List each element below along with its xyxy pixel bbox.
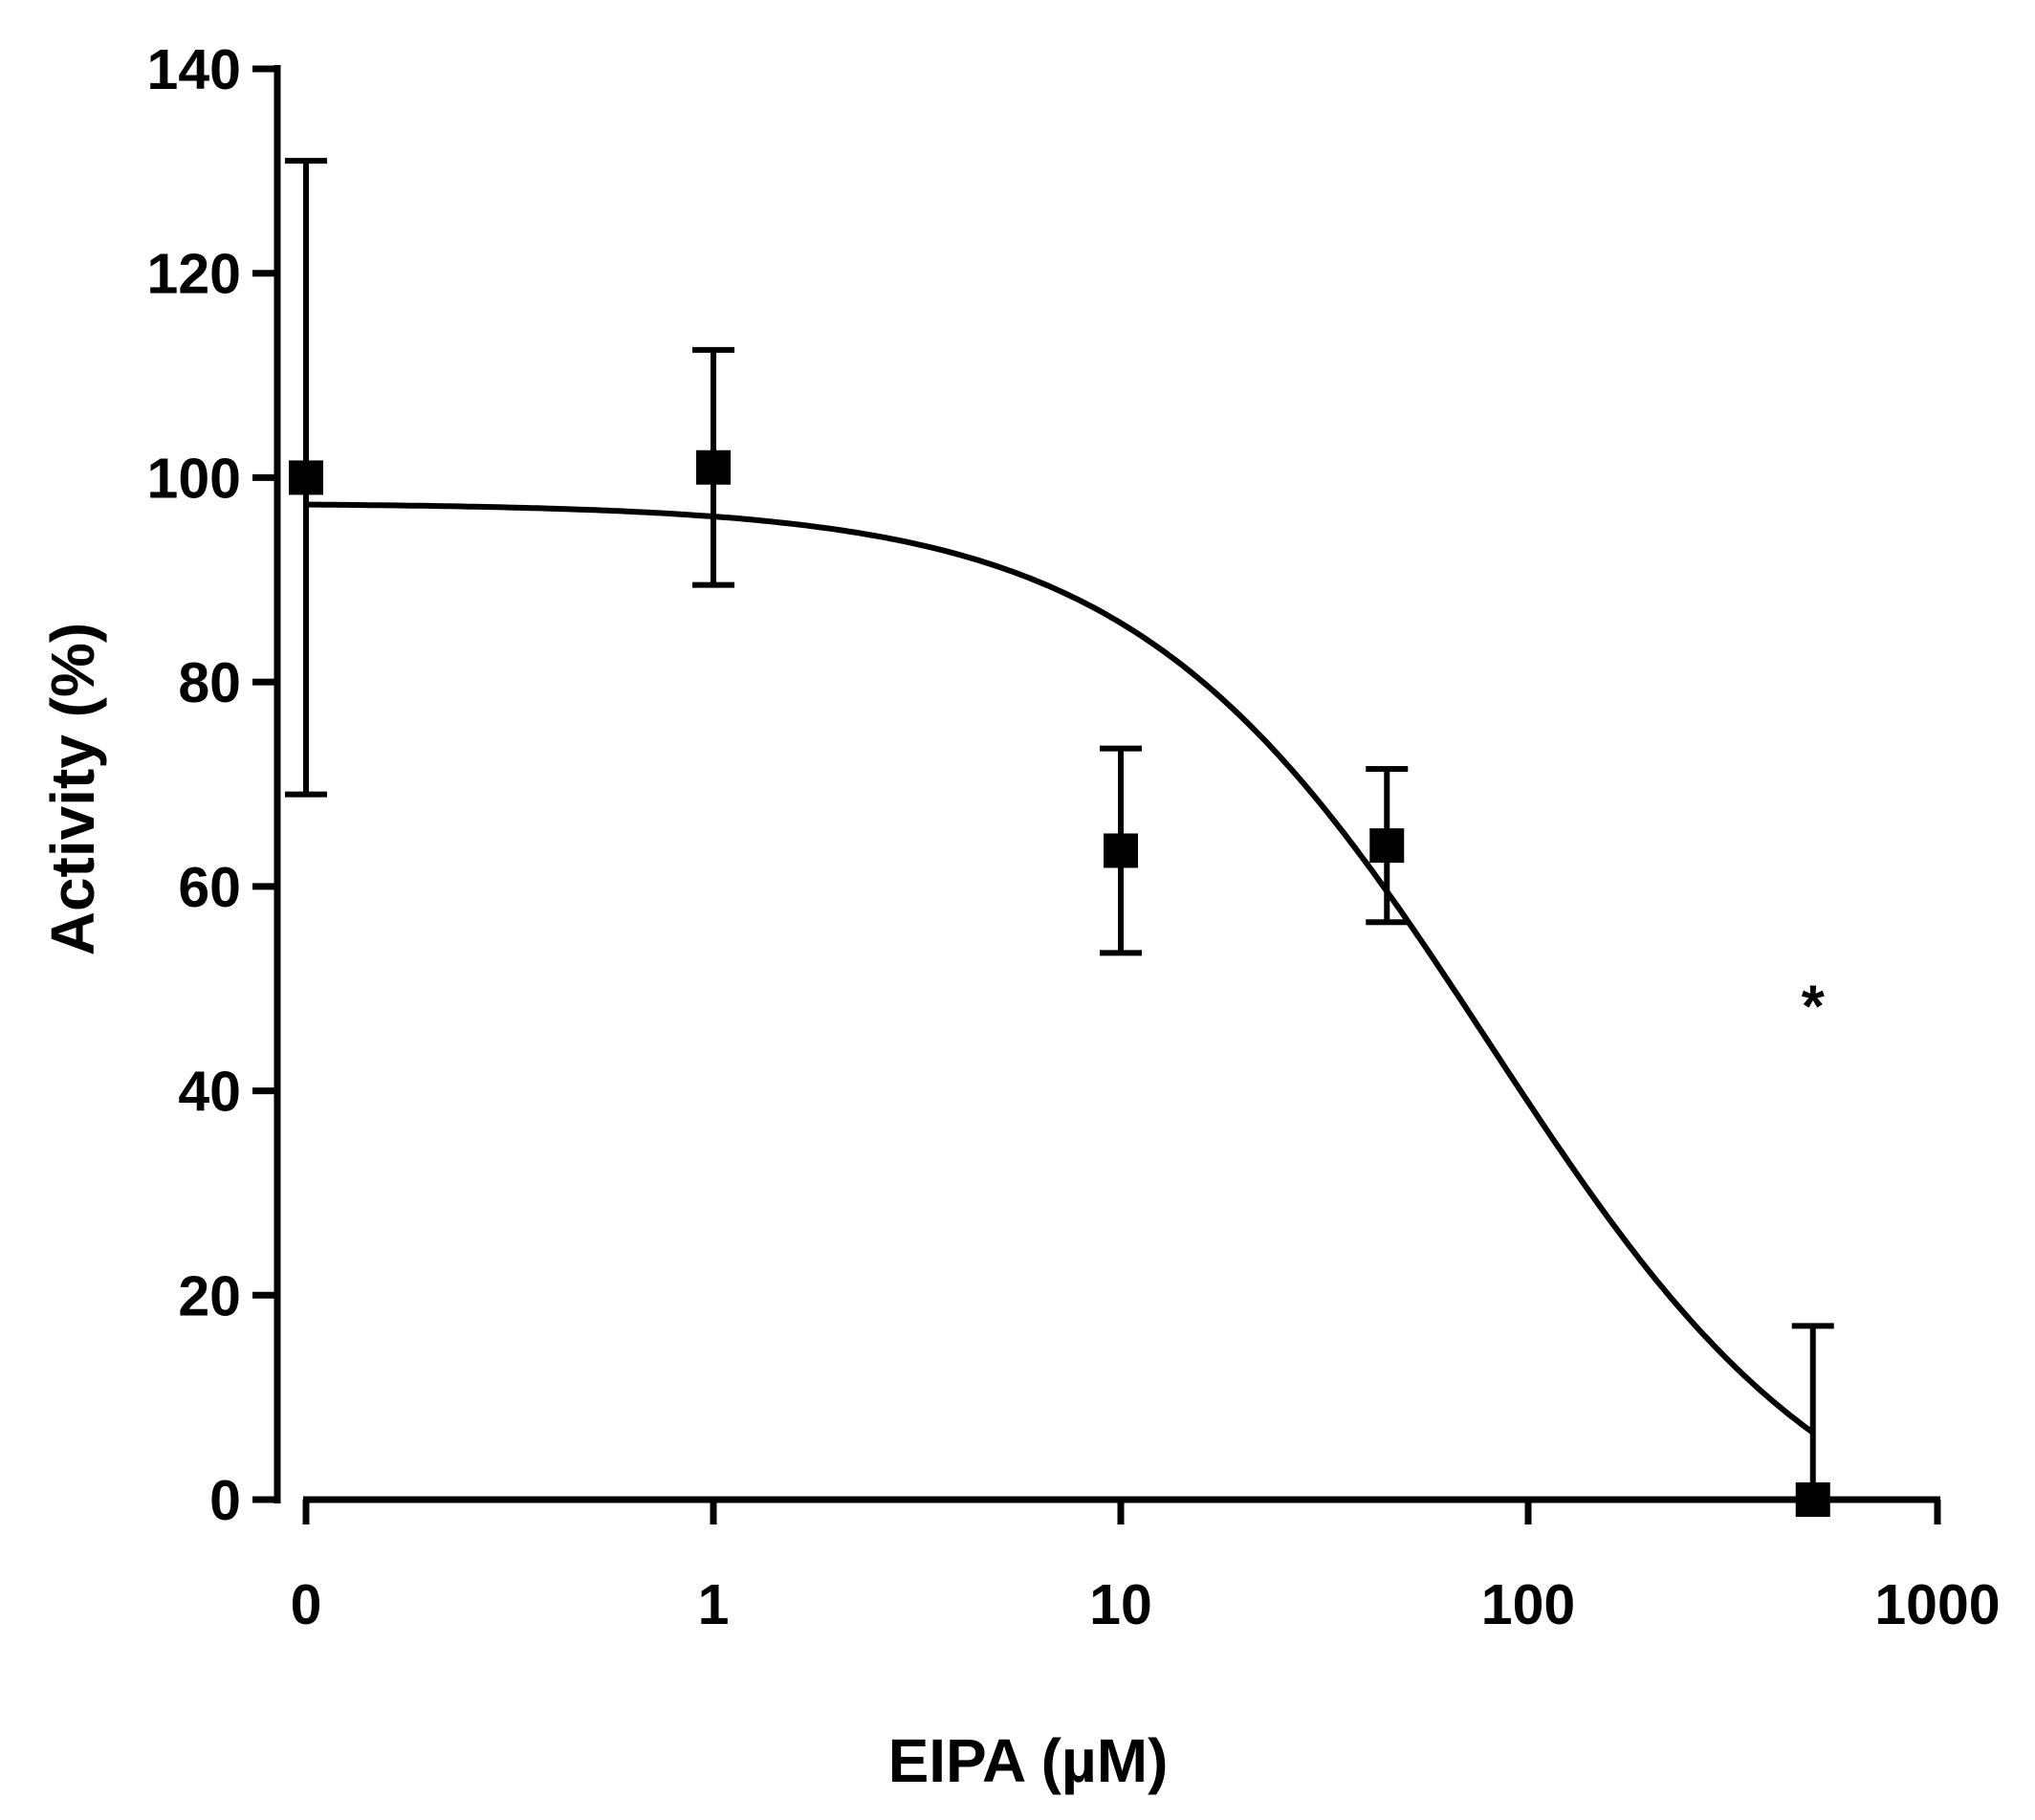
data-markers — [289, 450, 1830, 1517]
x-axis: 0 1 10 100 1000 — [291, 1496, 2001, 1636]
data-point-marker — [289, 460, 323, 495]
y-axis-title: Activity (%) — [38, 623, 107, 956]
y-tick-label: 60 — [178, 856, 241, 919]
y-tick-label: 140 — [147, 38, 241, 101]
error-bars — [285, 158, 1834, 1500]
y-tick-label: 120 — [147, 243, 241, 306]
fit-curve — [306, 501, 1815, 1436]
x-tick-label: 100 — [1481, 1573, 1575, 1636]
x-tick-label: 10 — [1089, 1573, 1152, 1636]
data-point-marker — [1795, 1482, 1830, 1517]
y-tick-label: 20 — [178, 1264, 241, 1327]
data-point-marker — [1369, 828, 1405, 864]
annotations: * — [1802, 975, 1826, 1041]
y-tick-label: 0 — [209, 1469, 241, 1532]
significance-asterisk: * — [1802, 975, 1826, 1041]
y-tick-label: 40 — [178, 1061, 241, 1124]
x-tick-label: 0 — [291, 1573, 322, 1636]
y-tick-label: 100 — [147, 447, 241, 510]
data-point-marker — [696, 450, 731, 485]
data-point-marker — [1104, 833, 1138, 868]
y-axis: 0 20 40 60 80 100 120 140 — [147, 38, 281, 1532]
x-tick-label: 1 — [698, 1573, 730, 1636]
x-axis-title: EIPA (µM) — [888, 1726, 1169, 1795]
x-tick-label: 1000 — [1874, 1573, 2000, 1636]
y-tick-label: 80 — [178, 651, 241, 714]
